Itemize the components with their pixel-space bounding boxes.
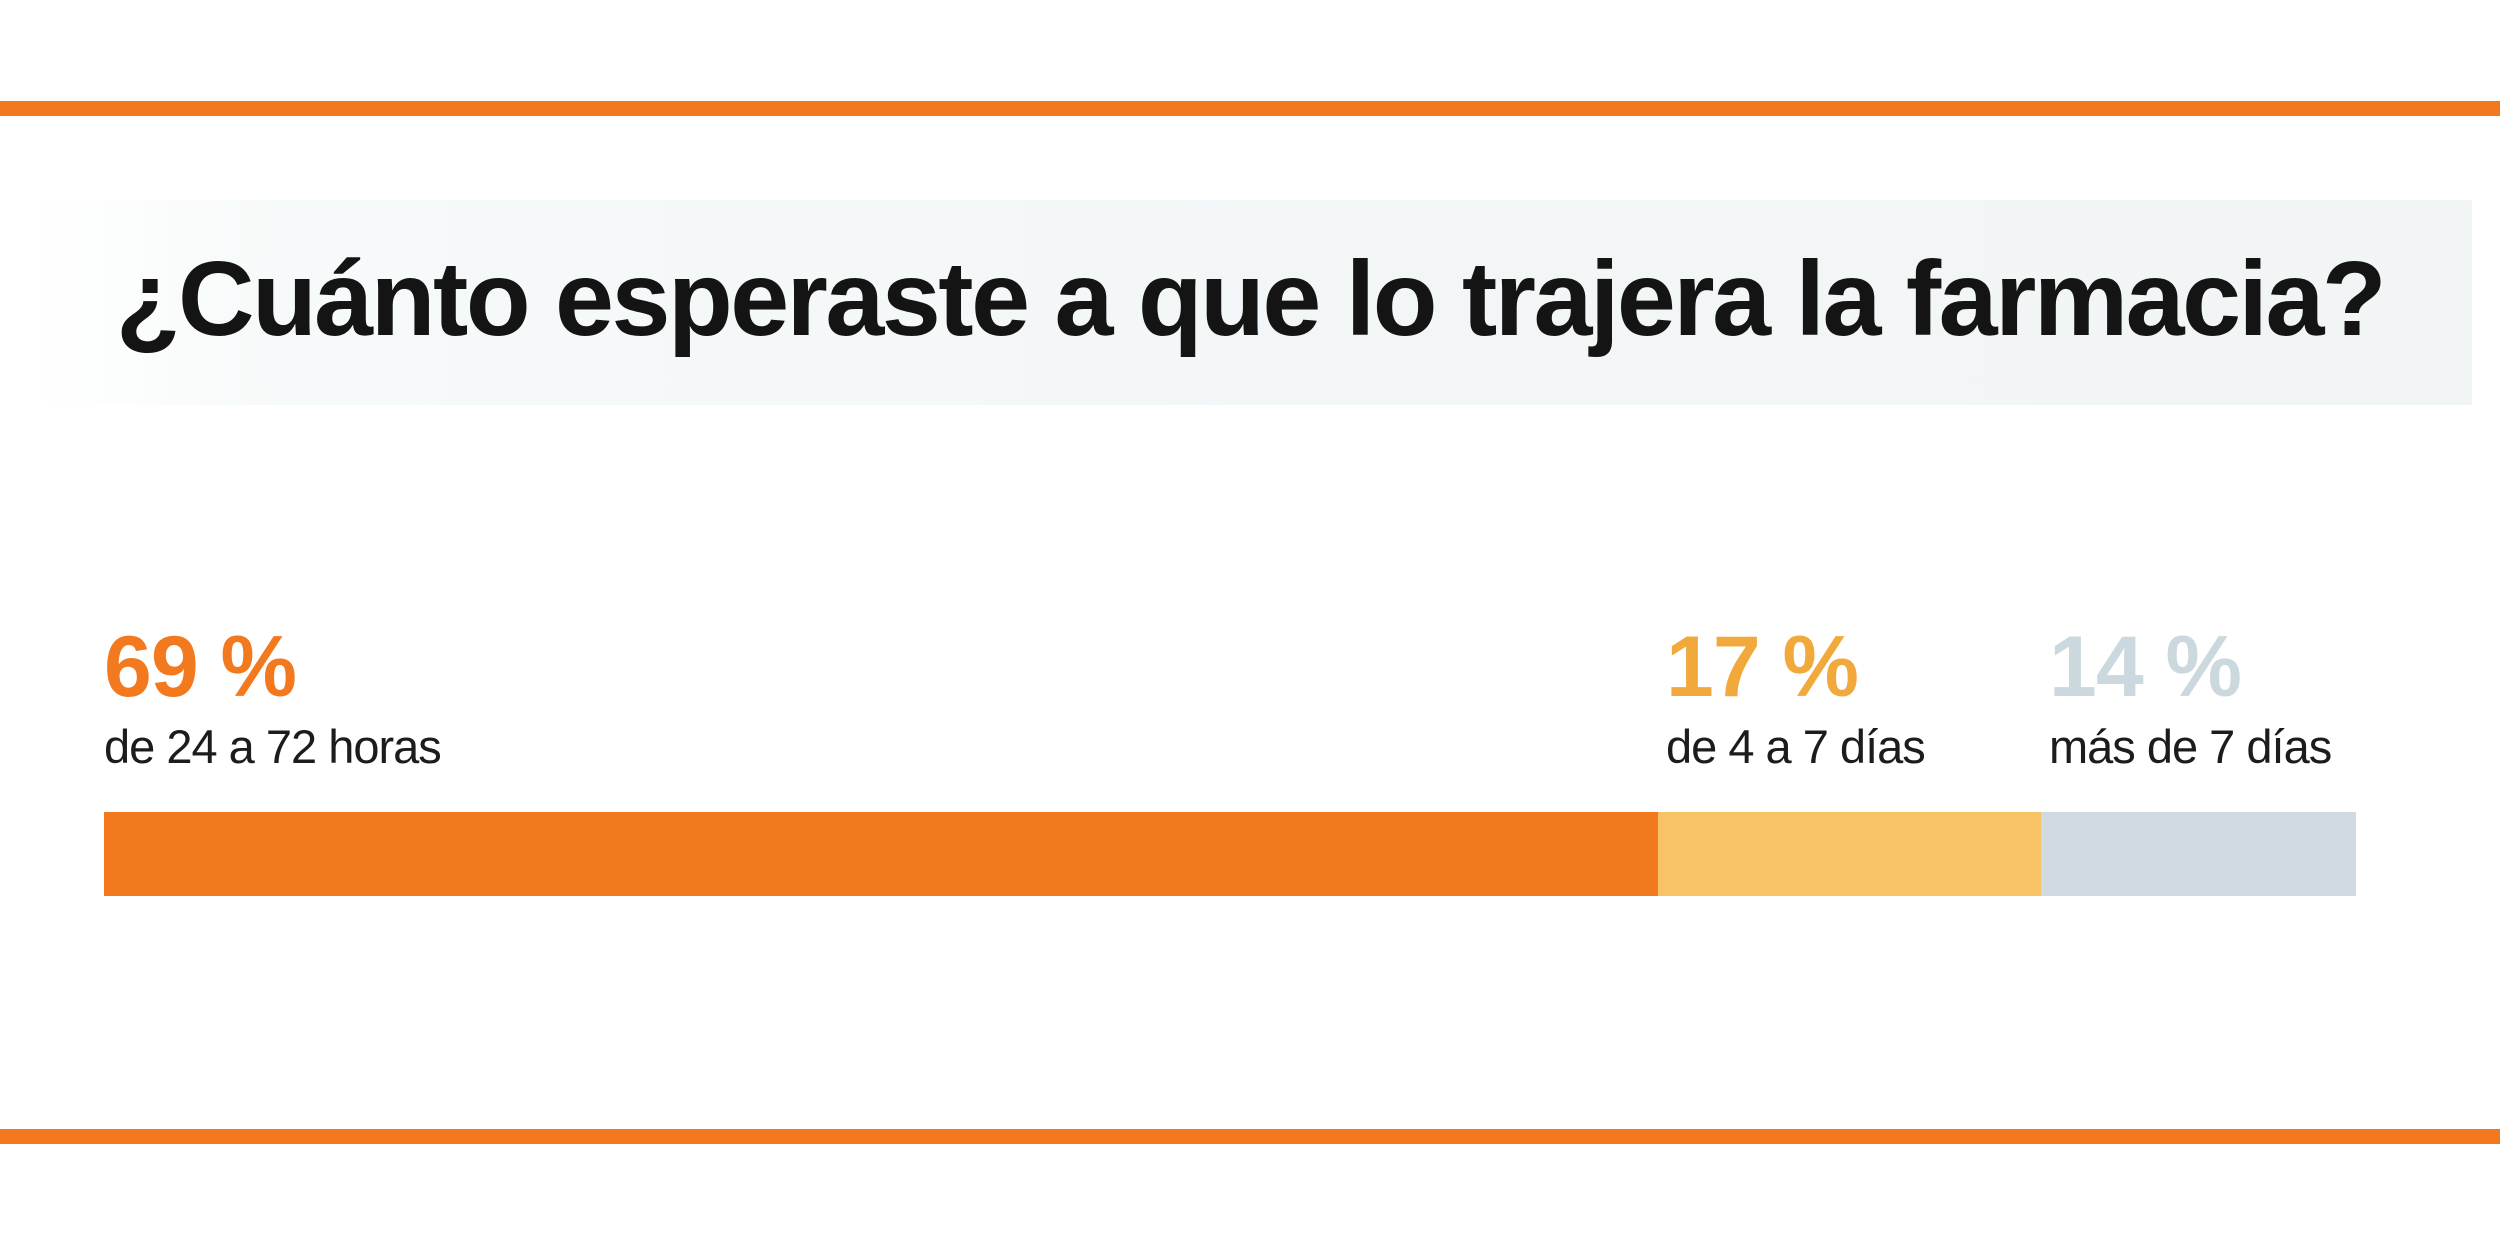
category-label-0: de 24 a 72 horas [104,720,442,773]
legend-group-2: 14 % más de 7 días [2049,619,2332,773]
percent-value-2: 14 % [2049,619,2242,715]
bar-segment-1 [1657,812,2041,896]
category-label-2: más de 7 días [2049,720,2332,773]
legend-group-1: 17 % de 4 a 7 días [1666,619,1926,773]
chart-title: ¿Cuánto esperaste a que lo trajera la fa… [115,239,2387,358]
bottom-accent-rule [0,1129,2500,1144]
category-label-1: de 4 a 7 días [1666,720,1926,773]
top-accent-rule [0,101,2500,116]
stacked-bar [104,812,2356,896]
percent-value-1: 17 % [1666,619,1859,715]
bar-segment-0 [104,812,1658,896]
legend-group-0: 69 % de 24 a 72 horas [104,619,442,773]
bar-segment-2 [2040,812,2356,896]
title-band: ¿Cuánto esperaste a que lo trajera la fa… [28,200,2472,405]
percent-value-0: 69 % [104,619,297,715]
